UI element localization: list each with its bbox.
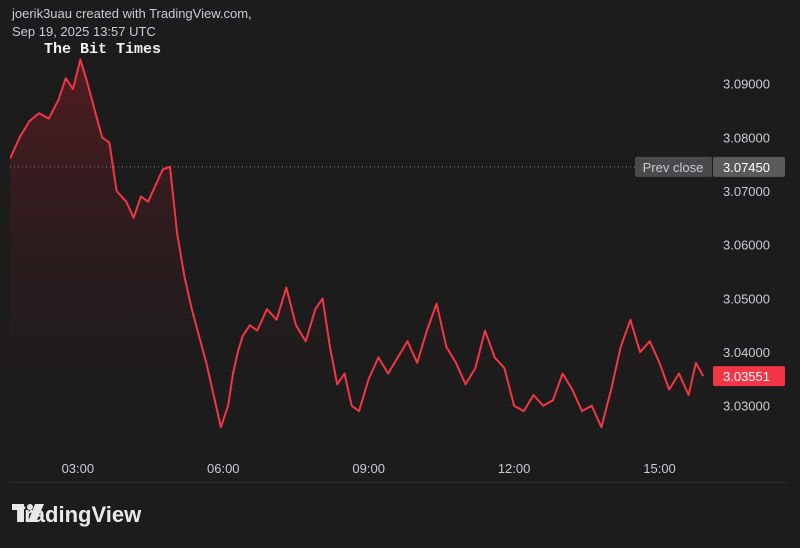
chart-area[interactable]: 3.03000 3.04000 3.05000 3.06000 3.07000 3.080… — [10, 38, 788, 483]
prev-close-value-bg — [713, 156, 785, 177]
watermark-text: The Bit Times — [44, 41, 162, 58]
x-axis-tick-label: 03:00 — [62, 461, 95, 476]
prev-close-label: Prev close — [643, 160, 704, 175]
x-axis-tick-label: 15:00 — [643, 461, 676, 476]
y-axis-tick-label: 3.08000 — [723, 130, 770, 145]
last-price-bg — [713, 366, 785, 387]
attribution-line: joerik3uau created with TradingView.com, — [12, 6, 252, 21]
price-line[interactable] — [10, 58, 705, 429]
y-axis-tick-label: 3.05000 — [723, 291, 770, 306]
x-axis-tick-label: 06:00 — [207, 461, 240, 476]
tradingview-logo-icon — [12, 504, 44, 522]
tradingview-brand[interactable]: TradingView — [12, 502, 141, 528]
y-axis-tick-label: 3.09000 — [723, 77, 770, 92]
x-axis-tick-label: 09:00 — [352, 461, 385, 476]
x-axis-tick-label: 12:00 — [498, 461, 531, 476]
prev-close-label-bg — [635, 156, 712, 177]
last-price-tag: 3.03551 — [713, 366, 785, 387]
y-axis-tick-label: 3.06000 — [723, 238, 770, 253]
price-chart[interactable]: 3.03000 3.04000 3.05000 3.06000 3.07000 3.080… — [10, 38, 788, 482]
attribution-timestamp: Sep 19, 2025 13:57 UTC — [12, 24, 156, 39]
prev-close-value: 3.07450 — [723, 160, 770, 175]
y-axis-tick-label: 3.03000 — [723, 399, 770, 414]
prev-close-tag: Prev close 3.07450 — [635, 156, 785, 177]
y-axis-tick-label: 3.07000 — [723, 184, 770, 199]
last-price-value: 3.03551 — [723, 369, 770, 384]
chart-attribution: joerik3uau created with TradingView.com,… — [12, 5, 252, 41]
y-axis-tick-label: 3.04000 — [723, 345, 770, 360]
price-area-fill — [10, 59, 704, 446]
